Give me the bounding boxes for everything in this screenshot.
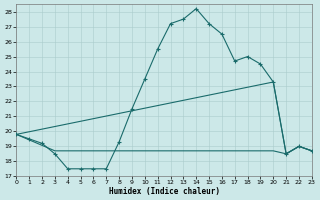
X-axis label: Humidex (Indice chaleur): Humidex (Indice chaleur) xyxy=(108,187,220,196)
